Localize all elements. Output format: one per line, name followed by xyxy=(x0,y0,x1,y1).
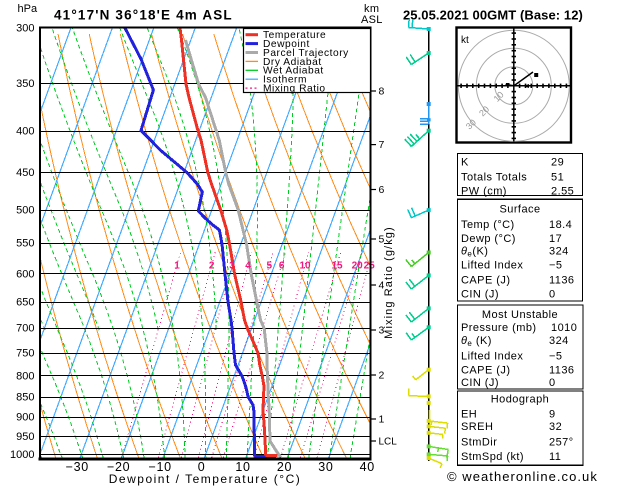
svg-text:650: 650 xyxy=(16,297,34,309)
svg-text:−10: −10 xyxy=(149,460,172,474)
svg-text:40: 40 xyxy=(360,460,375,474)
svg-text:LCL: LCL xyxy=(379,437,398,448)
svg-text:400: 400 xyxy=(16,126,34,138)
svg-text:km: km xyxy=(364,3,379,15)
svg-text:20: 20 xyxy=(352,261,364,272)
svg-text:20: 20 xyxy=(477,104,491,118)
svg-text:750: 750 xyxy=(16,348,34,360)
svg-text:3: 3 xyxy=(379,325,385,337)
svg-text:11: 11 xyxy=(549,451,561,463)
svg-text:1136: 1136 xyxy=(549,274,574,286)
svg-text:5: 5 xyxy=(267,261,273,272)
svg-text:25: 25 xyxy=(364,261,376,272)
svg-text:950: 950 xyxy=(16,431,34,443)
svg-text:2: 2 xyxy=(209,261,215,272)
svg-text:20: 20 xyxy=(277,460,292,474)
svg-text:Isotherm: Isotherm xyxy=(263,75,307,86)
svg-text:17: 17 xyxy=(549,233,562,245)
svg-text:30: 30 xyxy=(318,460,333,474)
svg-text:29: 29 xyxy=(551,157,564,169)
svg-text:8: 8 xyxy=(379,86,385,98)
svg-text:Temp (°C): Temp (°C) xyxy=(461,219,515,231)
svg-text:Dewpoint / Temperature (°C): Dewpoint / Temperature (°C) xyxy=(109,472,301,486)
svg-text:−20: −20 xyxy=(107,460,130,474)
svg-text:Dewpoint: Dewpoint xyxy=(263,39,310,50)
svg-text:1010: 1010 xyxy=(551,322,577,334)
svg-text:0: 0 xyxy=(549,377,556,389)
svg-text:hPa: hPa xyxy=(18,3,38,15)
svg-text:© weatheronline.co.uk: © weatheronline.co.uk xyxy=(447,469,598,484)
svg-text:7: 7 xyxy=(379,139,385,151)
svg-text:324: 324 xyxy=(549,246,569,258)
svg-text:CIN (J): CIN (J) xyxy=(461,377,499,389)
svg-text:257°: 257° xyxy=(549,436,574,448)
svg-text:CIN (J): CIN (J) xyxy=(461,289,499,301)
svg-text:StmDir: StmDir xyxy=(461,436,497,448)
svg-text:500: 500 xyxy=(16,205,34,217)
svg-text:900: 900 xyxy=(16,412,34,424)
svg-text:550: 550 xyxy=(16,238,34,250)
svg-text:CAPE (J): CAPE (J) xyxy=(461,364,510,376)
svg-text:Dry Adiabat: Dry Adiabat xyxy=(263,57,322,68)
svg-text:1136: 1136 xyxy=(549,364,574,376)
svg-text:1: 1 xyxy=(174,261,180,272)
svg-text:StmSpd (kt): StmSpd (kt) xyxy=(461,451,524,463)
svg-text:5: 5 xyxy=(379,234,385,246)
svg-text:25.05.2021 00GMT (Base: 12): 25.05.2021 00GMT (Base: 12) xyxy=(403,8,583,23)
svg-text:K: K xyxy=(461,157,469,169)
svg-text:9: 9 xyxy=(549,408,556,420)
svg-text:−5: −5 xyxy=(549,350,562,362)
svg-text:EH: EH xyxy=(461,408,477,420)
svg-text:Pressure (mb): Pressure (mb) xyxy=(461,322,537,334)
svg-text:10: 10 xyxy=(492,90,506,104)
svg-text:Wet Adiabat: Wet Adiabat xyxy=(263,66,324,77)
svg-text:4: 4 xyxy=(245,261,251,272)
svg-text:SREH: SREH xyxy=(461,421,493,433)
svg-text:32: 32 xyxy=(549,421,562,433)
svg-text:0: 0 xyxy=(198,460,206,474)
svg-text:4: 4 xyxy=(379,280,385,292)
svg-text:θe (K): θe (K) xyxy=(461,335,492,348)
svg-text:2.55: 2.55 xyxy=(551,186,574,198)
svg-text:kt: kt xyxy=(461,35,469,46)
svg-text:Most Unstable: Most Unstable xyxy=(482,309,558,321)
svg-text:Parcel Trajectory: Parcel Trajectory xyxy=(263,48,349,59)
svg-text:Hodograph: Hodograph xyxy=(491,394,549,406)
svg-text:Mixing Ratio: Mixing Ratio xyxy=(263,84,326,95)
svg-text:Temperature: Temperature xyxy=(263,30,326,41)
svg-text:15: 15 xyxy=(331,261,343,272)
svg-text:−30: −30 xyxy=(66,460,89,474)
svg-text:324: 324 xyxy=(549,335,569,347)
svg-text:1000: 1000 xyxy=(10,449,34,461)
svg-text:1: 1 xyxy=(379,414,385,426)
svg-text:ASL: ASL xyxy=(361,14,383,26)
svg-text:3: 3 xyxy=(229,261,235,272)
svg-text:51: 51 xyxy=(551,172,564,184)
svg-text:700: 700 xyxy=(16,323,34,335)
svg-text:41°17'N 36°18'E 4m ASL: 41°17'N 36°18'E 4m ASL xyxy=(54,8,233,23)
svg-text:600: 600 xyxy=(16,268,34,280)
svg-text:Dewp (°C): Dewp (°C) xyxy=(461,233,516,245)
svg-text:PW (cm): PW (cm) xyxy=(461,186,507,198)
svg-text:Lifted Index: Lifted Index xyxy=(461,260,523,272)
svg-text:Lifted Index: Lifted Index xyxy=(461,350,523,362)
svg-text:0: 0 xyxy=(549,289,556,301)
svg-text:350: 350 xyxy=(16,78,34,90)
svg-text:18.4: 18.4 xyxy=(549,219,572,231)
svg-text:300: 300 xyxy=(16,23,34,35)
svg-text:CAPE (J): CAPE (J) xyxy=(461,274,510,286)
svg-text:6: 6 xyxy=(279,261,285,272)
svg-text:450: 450 xyxy=(16,167,34,179)
svg-text:10: 10 xyxy=(235,460,250,474)
svg-text:−5: −5 xyxy=(549,260,562,272)
svg-text:Totals Totals: Totals Totals xyxy=(461,172,527,184)
svg-text:10: 10 xyxy=(299,261,311,272)
svg-text:θe(K): θe(K) xyxy=(461,246,488,259)
svg-text:6: 6 xyxy=(379,184,385,196)
svg-text:2: 2 xyxy=(379,370,385,382)
svg-text:800: 800 xyxy=(16,370,34,382)
svg-text:850: 850 xyxy=(16,392,34,404)
svg-text:Mixing Ratio (g/kg): Mixing Ratio (g/kg) xyxy=(383,226,395,339)
svg-text:Surface: Surface xyxy=(499,203,540,215)
